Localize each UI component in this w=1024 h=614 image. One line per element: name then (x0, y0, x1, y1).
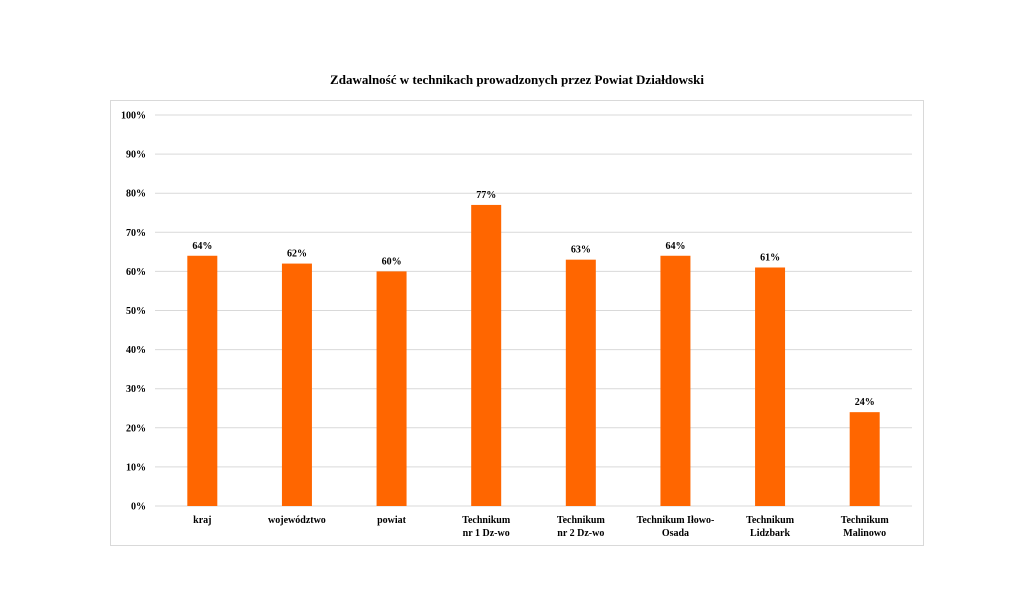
y-tick-label: 50% (126, 306, 146, 317)
y-tick-label: 40% (126, 345, 146, 356)
x-tick-label: Technikum nr 2 Dz-wo (557, 515, 606, 539)
y-tick-label: 0% (131, 502, 146, 513)
data-label: 60% (382, 256, 402, 267)
data-label: 64% (192, 241, 212, 252)
bar (849, 412, 880, 506)
bar (187, 255, 218, 506)
y-tick-label: 30% (126, 384, 146, 395)
bar (565, 259, 596, 506)
x-tick-label: powiat (377, 515, 407, 526)
data-label: 61% (760, 252, 780, 263)
bar (755, 267, 786, 506)
y-tick-label: 20% (126, 423, 146, 434)
y-tick-label: 100% (121, 111, 146, 122)
x-tick-label: Technikum nr 1 Dz-wo (462, 515, 511, 539)
bar (281, 263, 312, 506)
chart-plot-area (110, 100, 924, 546)
y-tick-label: 80% (126, 189, 146, 200)
x-tick-label: województwo (268, 515, 326, 526)
bar (376, 271, 407, 506)
data-label: 63% (571, 245, 591, 256)
y-tick-label: 10% (126, 462, 146, 473)
bar (471, 204, 502, 506)
x-tick-label: kraj (193, 515, 211, 526)
y-tick-label: 60% (126, 267, 146, 278)
data-label: 77% (476, 190, 496, 201)
y-tick-label: 90% (126, 150, 146, 161)
bar (660, 255, 691, 506)
x-tick-label: Technikum Lidzbark (746, 515, 795, 539)
x-tick-label: Technikum Malinowo (841, 515, 890, 539)
data-label: 24% (855, 397, 875, 408)
data-label: 64% (665, 241, 685, 252)
chart-title: Zdawalność w technikach prowadzonych prz… (330, 72, 704, 87)
y-tick-label: 70% (126, 228, 146, 239)
x-tick-label: Technikum Iłowo-Osada (637, 515, 715, 539)
data-label: 62% (287, 249, 307, 260)
